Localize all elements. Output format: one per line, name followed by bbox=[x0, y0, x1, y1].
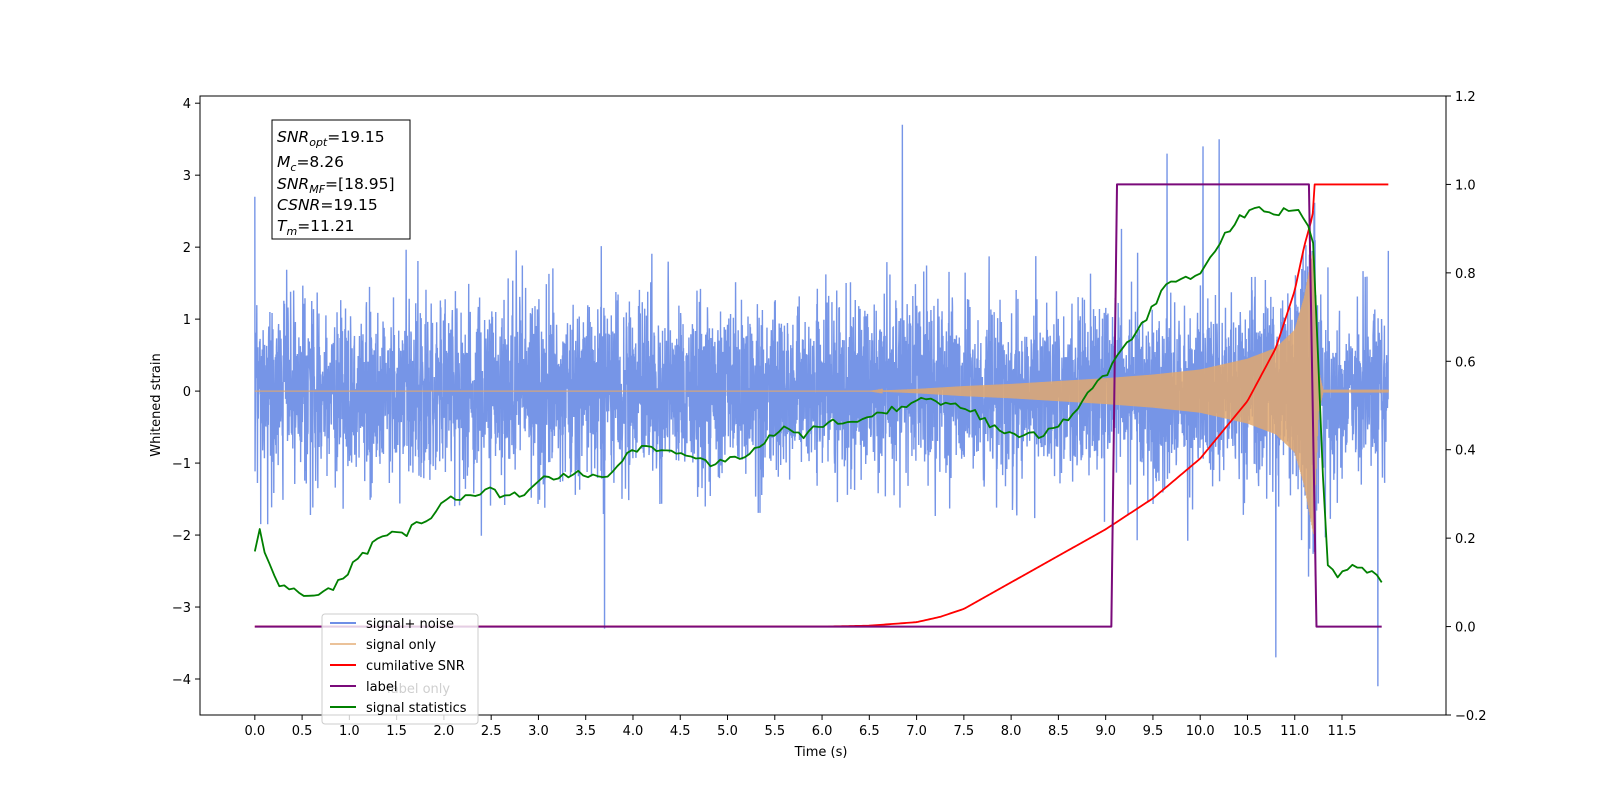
x-axis-label: Time (s) bbox=[794, 745, 848, 760]
y-left-tick-label: −4 bbox=[172, 673, 191, 688]
y-left-tick-label: 1 bbox=[183, 313, 191, 328]
series-signal-only-line bbox=[254, 248, 1389, 534]
legend-label: cumilative SNR bbox=[366, 659, 465, 674]
y-left-tick-label: −3 bbox=[172, 601, 191, 616]
y-axis-label: Whitened strain bbox=[149, 353, 164, 456]
x-axis: 0.0 0.5 1.0 1.5 2.0 2.5 3.0 3.5 4.0 4.5 5.0 5.5 6.0 6… bbox=[244, 715, 1356, 739]
y-left-tick-label: −1 bbox=[172, 457, 191, 472]
y-axis-left: 4 3 2 1 0 −1 −2 −3 −4 bbox=[172, 97, 200, 688]
x-tick-label: 8.0 bbox=[1001, 724, 1022, 739]
y-left-tick-label: −2 bbox=[172, 529, 191, 544]
legend-label: signal statistics bbox=[366, 701, 467, 716]
x-tick-label: 9.0 bbox=[1095, 724, 1116, 739]
x-tick-label: 3.0 bbox=[528, 724, 549, 739]
x-tick-label: 11.5 bbox=[1328, 724, 1357, 739]
x-tick-label: 1.5 bbox=[386, 724, 407, 739]
legend-label: signal only bbox=[366, 638, 436, 653]
series-signal-noise-line bbox=[254, 124, 1390, 687]
x-tick-label: 11.0 bbox=[1280, 724, 1309, 739]
y-right-tick-label: 1.2 bbox=[1455, 90, 1476, 105]
x-tick-label: 6.5 bbox=[859, 724, 880, 739]
x-tick-label: 5.0 bbox=[717, 724, 738, 739]
legend-label: label bbox=[366, 680, 397, 695]
legend: label only signal+ noise signal only cumil… bbox=[321, 613, 479, 725]
x-tick-label: 1.0 bbox=[339, 724, 360, 739]
legend-label: signal+ noise bbox=[366, 617, 454, 632]
series-signal-statistics-line bbox=[253, 206, 1383, 597]
annotation-line: SNRMF=[18.95] bbox=[277, 175, 395, 196]
x-tick-label: 5.5 bbox=[764, 724, 785, 739]
x-tick-label: 2.5 bbox=[481, 724, 502, 739]
x-tick-label: 10.0 bbox=[1186, 724, 1215, 739]
x-tick-label: 0.0 bbox=[244, 724, 265, 739]
stats-annotation-box: SNRopt=19.15 Mc=8.26SNRMF=[18.95]CSNR=19.… bbox=[271, 119, 411, 240]
x-tick-label: 4.5 bbox=[670, 724, 691, 739]
series-label-line bbox=[254, 183, 1382, 628]
y-right-tick-label: 1.0 bbox=[1455, 178, 1476, 193]
y-right-tick-label: 0.0 bbox=[1455, 621, 1476, 636]
x-tick-label: 3.5 bbox=[575, 724, 596, 739]
x-tick-label: 6.0 bbox=[812, 724, 833, 739]
x-tick-label: 4.0 bbox=[623, 724, 644, 739]
annotation-line: CSNR=19.15 bbox=[277, 196, 378, 214]
y-left-tick-label: 0 bbox=[183, 385, 191, 400]
y-right-tick-label: 0.4 bbox=[1455, 444, 1476, 459]
x-tick-label: 7.0 bbox=[906, 724, 927, 739]
y-right-tick-label: 0.8 bbox=[1455, 267, 1476, 282]
y-right-tick-label: 0.6 bbox=[1455, 355, 1476, 370]
annotation-line: Tm=11.21 bbox=[277, 217, 355, 238]
x-tick-label: 10.5 bbox=[1233, 724, 1262, 739]
legend-hidden-text: label only bbox=[387, 682, 450, 697]
x-tick-label: 2.0 bbox=[434, 724, 455, 739]
y-left-tick-label: 2 bbox=[183, 241, 191, 256]
y-right-tick-label: 0.2 bbox=[1455, 532, 1476, 547]
x-tick-label: 0.5 bbox=[292, 724, 313, 739]
y-left-tick-label: 3 bbox=[183, 169, 191, 184]
annotation-line: Mc=8.26 bbox=[277, 153, 344, 174]
x-tick-label: 7.5 bbox=[954, 724, 975, 739]
x-tick-label: 9.5 bbox=[1143, 724, 1164, 739]
y-axis-right: 1.2 1.0 0.8 0.6 0.4 0.2 0.0 −0.2 bbox=[1446, 90, 1487, 724]
y-left-tick-label: 4 bbox=[183, 97, 191, 112]
y-right-tick-label: −0.2 bbox=[1455, 709, 1487, 724]
annotation-line: SNRopt=19.15 bbox=[277, 128, 385, 149]
axes-frame bbox=[199, 95, 1447, 716]
x-tick-label: 8.5 bbox=[1048, 724, 1069, 739]
